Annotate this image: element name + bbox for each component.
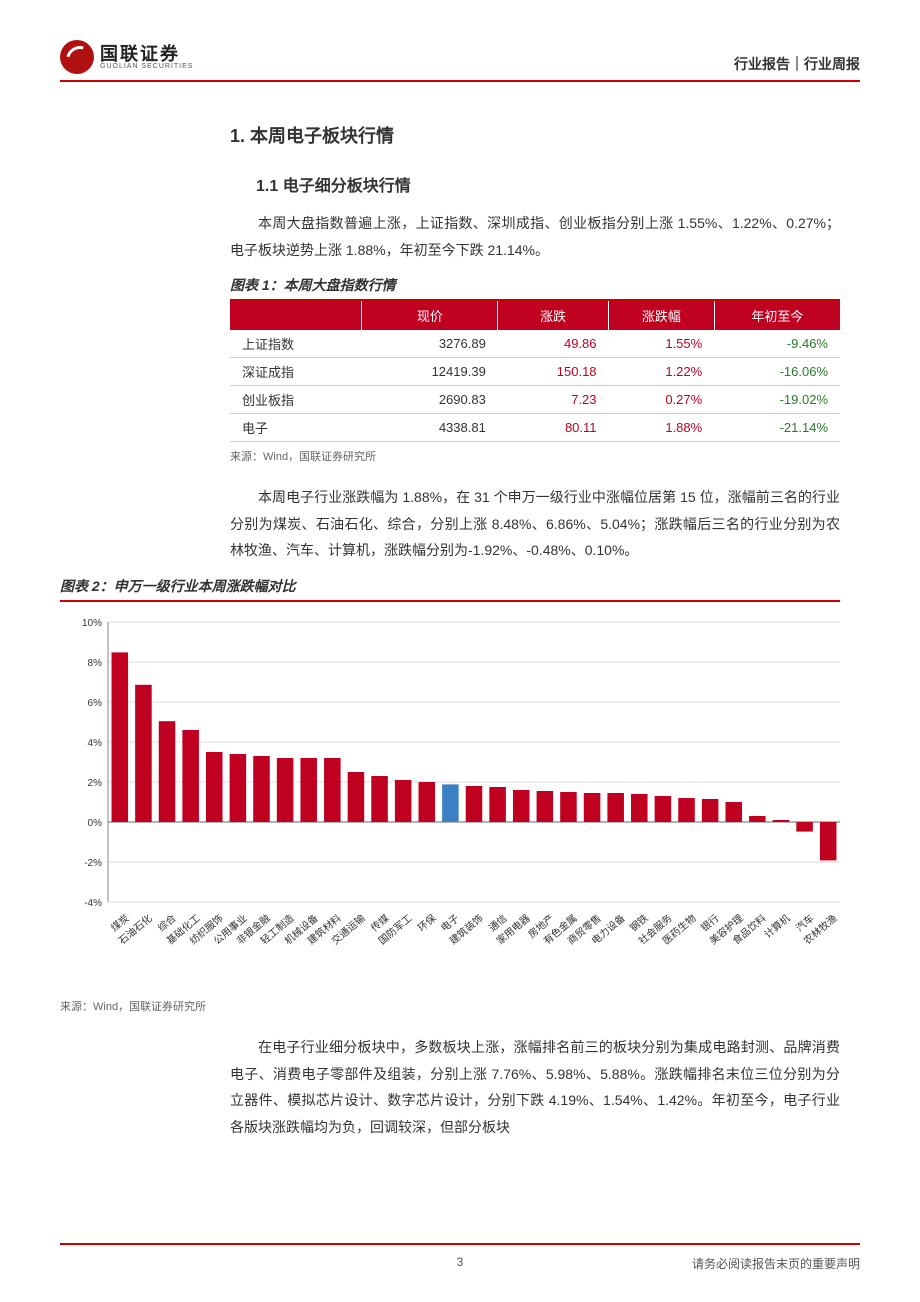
section-title: 1. 本周电子板块行情 (230, 122, 840, 148)
chart-bar (489, 787, 506, 822)
table1-col-header: 涨跌幅 (609, 301, 715, 330)
svg-text:-4%: -4% (84, 898, 102, 909)
svg-text:4%: 4% (88, 738, 103, 749)
chart-bar (253, 756, 270, 822)
chart-bar (607, 793, 624, 822)
table-cell: 150.18 (498, 358, 609, 386)
table1-title: 图表 1：本周大盘指数行情 (230, 275, 840, 301)
table-cell: 7.23 (498, 386, 609, 414)
table-cell: 4338.81 (362, 414, 498, 442)
chart-bar (773, 820, 790, 822)
table-row: 电子4338.8180.111.88%-21.14% (230, 414, 840, 442)
chart-bar (442, 784, 459, 822)
table-row: 上证指数3276.8949.861.55%-9.46% (230, 330, 840, 358)
table-cell: 0.27% (609, 386, 715, 414)
paragraph-1: 本周大盘指数普遍上涨，上证指数、深圳成指、创业板指分别上涨 1.55%、1.22… (230, 210, 840, 263)
chart-bar (537, 791, 554, 822)
page-header: 国联证券 GUOLIAN SECURITIES 行业报告｜行业周报 (60, 40, 860, 82)
table1-col-header: 现价 (362, 301, 498, 330)
logo: 国联证券 GUOLIAN SECURITIES (60, 40, 193, 74)
svg-text:-2%: -2% (84, 858, 102, 869)
chart-bar (631, 794, 648, 822)
chart-bar (206, 752, 223, 822)
table-row: 创业板指2690.837.230.27%-19.02% (230, 386, 840, 414)
table-cell: 80.11 (498, 414, 609, 442)
section-tail: 在电子行业细分板块中，多数板块上涨，涨幅排名前三的板块分别为集成电路封测、品牌消… (60, 1034, 860, 1140)
logo-cn: 国联证券 (100, 45, 193, 63)
table1-col-header (230, 301, 362, 330)
section-1: 1. 本周电子板块行情 1.1 电子细分板块行情 本周大盘指数普遍上涨，上证指数… (60, 122, 860, 564)
table-cell: 电子 (230, 414, 362, 442)
chart-bar (560, 792, 577, 822)
svg-text:0%: 0% (88, 818, 103, 829)
table-cell: 创业板指 (230, 386, 362, 414)
header-category: 行业报告｜行业周报 (734, 54, 860, 74)
paragraph-2: 本周电子行业涨跌幅为 1.88%，在 31 个申万一级行业中涨幅位居第 15 位… (230, 484, 840, 564)
logo-en: GUOLIAN SECURITIES (100, 63, 193, 70)
svg-text:8%: 8% (88, 658, 103, 669)
table-cell: -21.14% (714, 414, 840, 442)
svg-text:6%: 6% (88, 698, 103, 709)
chart-bar (371, 776, 388, 822)
chart-bar (796, 822, 813, 832)
chart2: -4%-2%0%2%4%6%8%10% 煤炭石油石化综合基础化工纺织服饰公用事业… (60, 612, 850, 992)
table-cell: 上证指数 (230, 330, 362, 358)
chart2-title: 图表 2：申万一级行业本周涨跌幅对比 (60, 576, 840, 602)
table1-col-header: 涨跌 (498, 301, 609, 330)
chart-bar (182, 730, 199, 822)
table1: 现价涨跌涨跌幅年初至今 上证指数3276.8949.861.55%-9.46%深… (230, 301, 840, 442)
paragraph-3: 在电子行业细分板块中，多数板块上涨，涨幅排名前三的板块分别为集成电路封测、品牌消… (230, 1034, 840, 1140)
table-cell: -9.46% (714, 330, 840, 358)
chart-bar (112, 652, 129, 822)
chart-bar (324, 758, 341, 822)
table-cell: 12419.39 (362, 358, 498, 386)
chart-bar (230, 754, 247, 822)
table-cell: 1.22% (609, 358, 715, 386)
chart-bar (159, 721, 176, 822)
logo-mark-icon (60, 40, 94, 74)
table-cell: 3276.89 (362, 330, 498, 358)
table-row: 深证成指12419.39150.181.22%-16.06% (230, 358, 840, 386)
chart-bar (584, 793, 601, 822)
chart-bar (678, 798, 695, 822)
table-cell: 2690.83 (362, 386, 498, 414)
chart2-section: 图表 2：申万一级行业本周涨跌幅对比 -4%-2%0%2%4%6%8%10% 煤… (60, 576, 860, 1014)
chart-bar (749, 816, 766, 822)
svg-text:2%: 2% (88, 778, 103, 789)
chart2-source: 来源：Wind，国联证券研究所 (60, 998, 840, 1014)
chart-bar (135, 685, 152, 822)
chart-bar (513, 790, 530, 822)
footer-disclaimer: 请务必阅读报告末页的重要声明 (692, 1255, 860, 1272)
chart-bar (395, 780, 412, 822)
table-cell: -16.06% (714, 358, 840, 386)
page-footer: 3 请务必阅读报告末页的重要声明 (60, 1243, 860, 1272)
table-cell: 1.55% (609, 330, 715, 358)
chart-bar (419, 782, 436, 822)
chart-bar (277, 758, 294, 822)
chart-bar (725, 802, 742, 822)
table1-col-header: 年初至今 (714, 301, 840, 330)
chart-bar (820, 822, 837, 860)
table-cell: 深证成指 (230, 358, 362, 386)
chart-bar (466, 786, 483, 822)
page-number: 3 (457, 1255, 464, 1269)
table1-source: 来源：Wind，国联证券研究所 (230, 448, 840, 464)
table-cell: 1.88% (609, 414, 715, 442)
subsection-title: 1.1 电子细分板块行情 (230, 172, 840, 196)
chart-bar (348, 772, 365, 822)
table-cell: 49.86 (498, 330, 609, 358)
chart-bar (702, 799, 719, 822)
svg-text:10%: 10% (82, 618, 102, 629)
table-cell: -19.02% (714, 386, 840, 414)
logo-text: 国联证券 GUOLIAN SECURITIES (100, 45, 193, 70)
chart-bar (300, 758, 317, 822)
chart-bar (655, 796, 672, 822)
